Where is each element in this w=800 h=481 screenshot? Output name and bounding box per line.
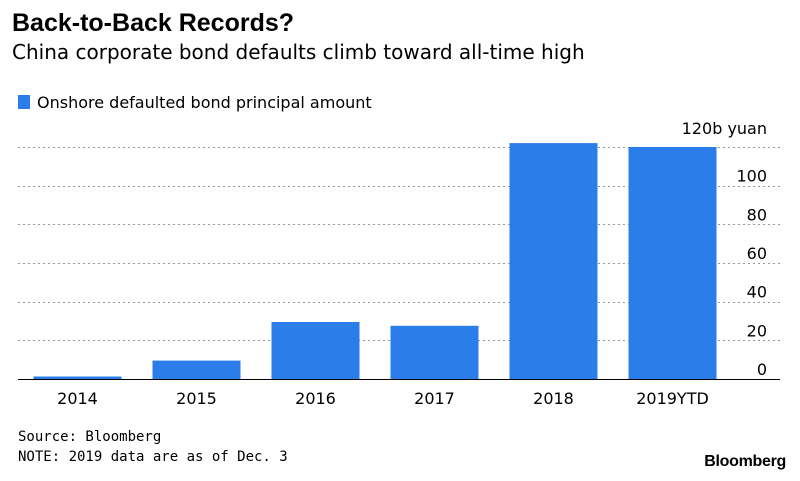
bar-2019ytd <box>628 147 717 379</box>
y-tick-label: 0 <box>757 360 767 379</box>
y-tick-label: 80 <box>747 205 767 224</box>
source-note: Source: Bloomberg <box>18 429 162 445</box>
footnote: NOTE: 2019 data are as of Dec. 3 <box>18 449 288 465</box>
bars <box>33 143 717 379</box>
x-tick-label: 2015 <box>176 389 217 408</box>
x-tick-label: 2016 <box>295 389 336 408</box>
y-tick-label: 60 <box>747 244 767 263</box>
x-tick-labels: 2014 2015 2016 2017 2018 2019YTD <box>57 389 709 408</box>
y-tick-labels: 0 20 40 60 80 100 <box>736 167 767 379</box>
legend: Onshore defaulted bond principal amount <box>18 91 372 113</box>
legend-label: Onshore defaulted bond principal amount <box>37 92 372 112</box>
bar-2018 <box>509 143 598 379</box>
bloomberg-logo: Bloomberg <box>704 453 786 470</box>
y-tick-label: 100 <box>736 167 767 186</box>
chart-title: Back-to-Back Records? <box>12 9 295 37</box>
x-tick-label: 2014 <box>57 389 98 408</box>
y-tick-label: 20 <box>747 321 767 340</box>
chart-subtitle: China corporate bond defaults climb towa… <box>12 40 585 64</box>
x-tick-label: 2018 <box>533 389 574 408</box>
bar-2015 <box>152 360 241 379</box>
bar-2014 <box>33 376 122 379</box>
x-tick-label: 2019YTD <box>636 389 709 408</box>
y-axis-unit-label: 120b yuan <box>682 119 767 138</box>
legend-swatch <box>18 95 30 109</box>
y-tick-label: 40 <box>747 283 767 302</box>
bar-2016 <box>271 322 360 379</box>
x-tick-label: 2017 <box>414 389 455 408</box>
bar-2017 <box>390 325 479 379</box>
